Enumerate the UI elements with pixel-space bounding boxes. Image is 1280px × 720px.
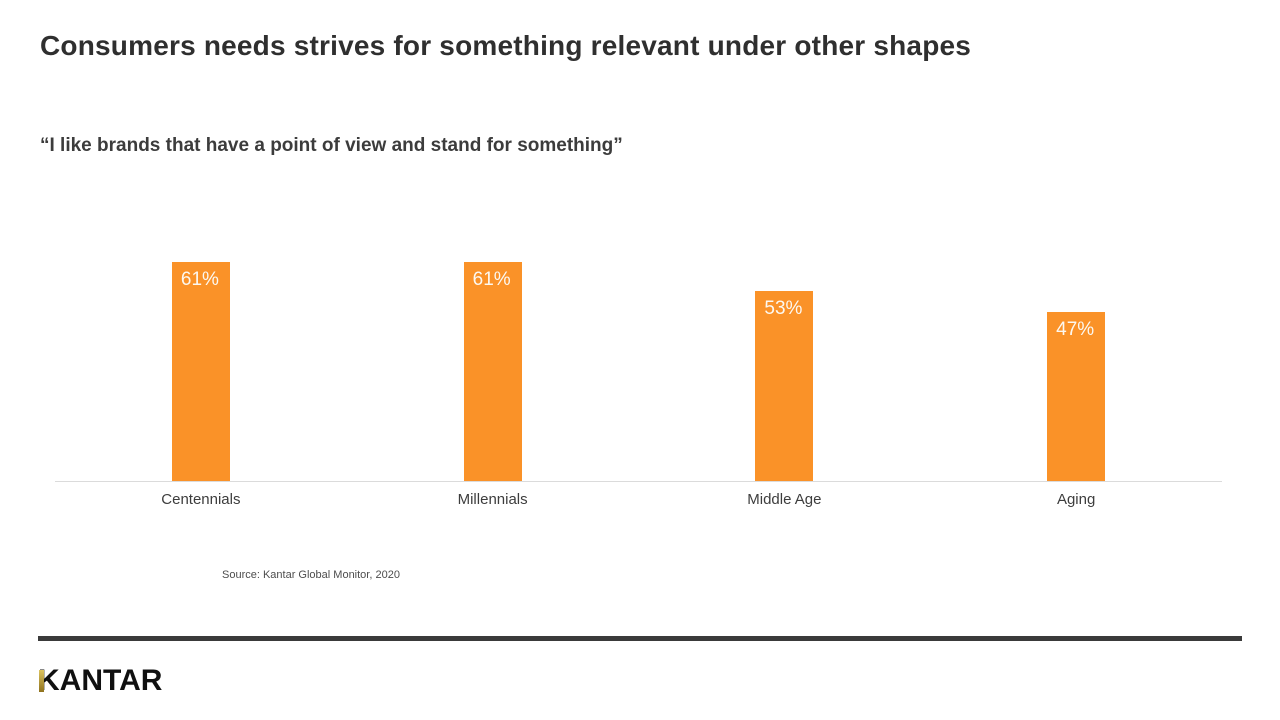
bar-value-label: 61% [472,269,511,290]
kantar-logo: KANTAR [38,666,162,696]
category-label-centennials: Centennials [161,491,241,508]
bar-millennials: 61% [463,262,522,481]
bar-slot: 47% [930,262,1222,481]
bar-middle-age: 53% [755,291,814,481]
footer-divider [38,636,1242,641]
bar-slot: 61% [55,262,347,481]
x-axis-line [55,481,1222,482]
logo-gold-bar [39,670,44,692]
category-label-middle-age: Middle Age [747,491,822,508]
bar-value-label: 61% [180,269,219,290]
page-title: Consumers needs strives for something re… [40,30,972,61]
category-axis: Centennials Millennials Middle Age Aging [55,491,1222,508]
logo-text: KANTAR [38,664,163,697]
chart-subtitle-quote: “I like brands that have a point of view… [40,135,623,156]
category-label-millennials: Millennials [457,491,528,508]
category-label-aging: Aging [1056,491,1096,508]
bar-chart: 61% 61% 53% 47% Centennials Millennials Middl… [55,262,1222,508]
plot-area: 61% 61% 53% 47% [55,262,1222,481]
bar-value-label: 53% [764,298,803,319]
bar-aging: 47% [1047,312,1106,481]
bar-centennials: 61% [171,262,230,481]
bar-slot: 61% [347,262,639,481]
bar-slot: 53% [639,262,931,481]
bar-value-label: 47% [1056,319,1095,340]
source-note: Source: Kantar Global Monitor, 2020 [222,569,400,581]
